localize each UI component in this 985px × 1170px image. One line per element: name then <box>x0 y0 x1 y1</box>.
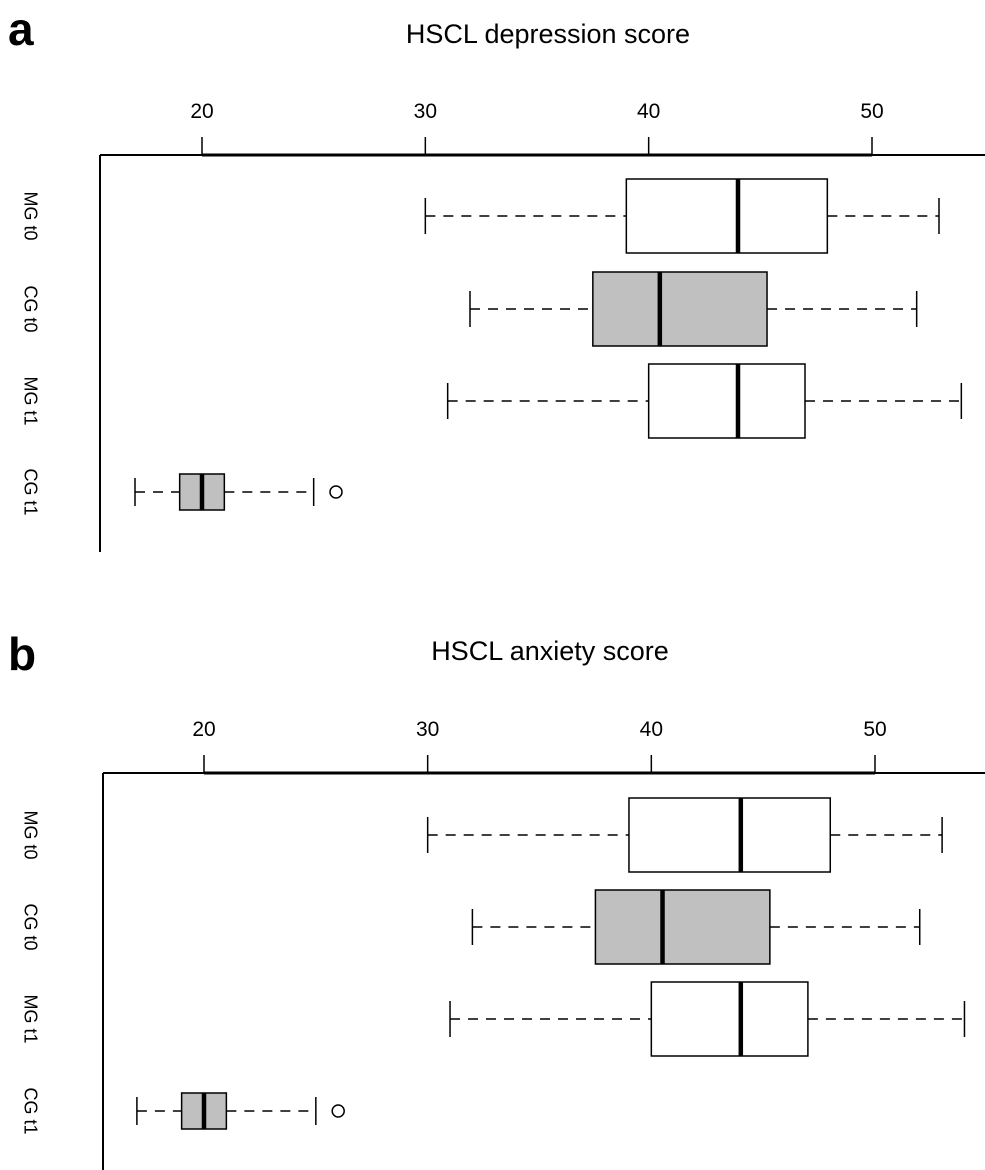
p1-tick-label-30: 30 <box>414 100 437 123</box>
p1-mg-t0-label: MG t0 <box>20 191 40 240</box>
panel-a-plot: 20 30 40 50 MG t0 CG t0 MG t1 CG t1 <box>20 100 985 552</box>
panel-b-plot: 20 30 40 50 MG t0 CG t0 MG t1 CG t1 <box>20 718 985 1170</box>
p2-tick-label-20: 20 <box>192 718 215 741</box>
p2-mg-t1-label: MG t1 <box>20 994 40 1043</box>
p2-cg-t0-box <box>595 890 769 964</box>
p1-tick-label-50: 50 <box>860 100 883 123</box>
chart-title-b: HSCL anxiety score <box>431 636 669 666</box>
p1-mg-t1-box <box>649 364 805 438</box>
p1-mg-t0-box <box>626 179 827 253</box>
panel-letter-b: b <box>8 628 36 680</box>
p1-cg-t1-outlier-0 <box>330 486 342 498</box>
p2-cg-t1-outlier-0 <box>332 1105 344 1117</box>
p1-cg-t0-label: CG t0 <box>20 285 40 332</box>
p1-cg-t1-label: CG t1 <box>20 468 40 515</box>
p1-cg-t0-box <box>593 272 767 346</box>
p1-mg-t1-label: MG t1 <box>20 376 40 425</box>
p2-mg-t0-box <box>629 798 830 872</box>
chart-title-a: HSCL depression score <box>406 19 690 49</box>
p2-cg-t0-label: CG t0 <box>20 903 40 950</box>
p1-tick-label-40: 40 <box>637 100 660 123</box>
p2-mg-t1-box <box>651 982 808 1056</box>
p2-tick-label-30: 30 <box>416 718 439 741</box>
p2-tick-label-50: 50 <box>863 718 886 741</box>
p1-tick-label-20: 20 <box>190 100 213 123</box>
panel-letter-a: a <box>8 3 34 55</box>
p2-tick-label-40: 40 <box>640 718 663 741</box>
p2-cg-t1-label: CG t1 <box>20 1087 40 1134</box>
p2-mg-t0-label: MG t0 <box>20 810 40 859</box>
